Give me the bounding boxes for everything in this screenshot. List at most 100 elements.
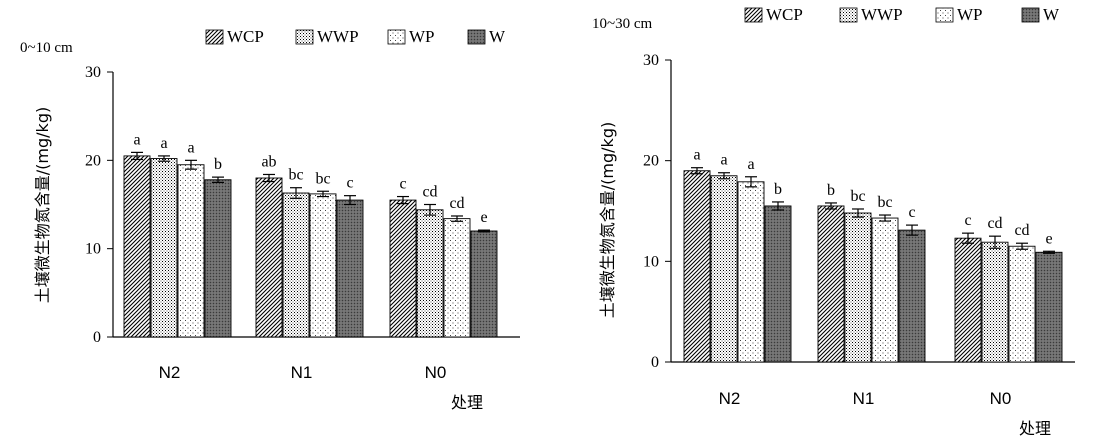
bar xyxy=(981,241,1009,363)
bar xyxy=(1035,251,1063,363)
bar xyxy=(898,229,926,363)
significance-label: cd xyxy=(1014,222,1029,239)
x-category-label: N0 xyxy=(425,363,447,382)
bar-wwp-n1: bc xyxy=(844,188,872,363)
legend-label: WCP xyxy=(227,27,264,46)
bar-wcp-n1: ab xyxy=(255,153,283,338)
bar-wp-n0: cd xyxy=(1008,222,1036,363)
bar xyxy=(150,158,178,338)
bar-wp-n1: bc xyxy=(309,170,337,338)
bar-w-n0: e xyxy=(1035,230,1063,363)
significance-label: ab xyxy=(261,153,276,170)
legend-label: WWP xyxy=(861,5,903,24)
bar-w-n2: b xyxy=(204,156,232,338)
x-category-label: N1 xyxy=(291,363,313,382)
x-axis-label: 处理 xyxy=(451,393,483,412)
y-tick-label: 10 xyxy=(85,241,101,258)
significance-label: c xyxy=(346,175,353,192)
bar xyxy=(336,199,364,338)
legend-item-wwp: WWP xyxy=(839,5,903,24)
y-tick-label: 10 xyxy=(643,253,659,270)
significance-label: cd xyxy=(987,215,1002,232)
x-axis-label: 处理 xyxy=(1019,419,1051,438)
bar-wwp-n2: a xyxy=(150,135,178,338)
bar-wp-n1: bc xyxy=(871,194,899,363)
bar xyxy=(309,193,337,338)
significance-label: a xyxy=(187,139,194,156)
legend-swatch xyxy=(1021,7,1040,23)
legend-swatch xyxy=(295,29,314,45)
legend-label: WWP xyxy=(317,27,359,46)
x-category-label: N2 xyxy=(719,389,741,408)
significance-label: bc xyxy=(850,188,865,205)
bar-wp-n2: a xyxy=(737,156,765,363)
y-axis-label: 土壤微生物氮含量/(mg/kg) xyxy=(598,122,617,318)
legend-label: WP xyxy=(957,5,983,24)
significance-label: e xyxy=(1045,230,1052,247)
legend-swatch xyxy=(387,29,406,45)
chart-panel-0-10cm: 0~10 cm WCP WWP WP W 0 10 20 30 土壤微生物氮含量/(mg/kg) N… xyxy=(20,27,520,412)
x-category-label: N1 xyxy=(853,389,875,408)
bar xyxy=(710,175,738,363)
legend-swatch xyxy=(205,29,224,45)
legend-item-wwp: WWP xyxy=(295,27,359,46)
significance-label: cd xyxy=(422,184,437,201)
legend-swatch xyxy=(744,7,763,23)
significance-label: b xyxy=(827,182,835,199)
bar xyxy=(282,192,310,338)
legend-label: W xyxy=(489,27,506,46)
significance-label: c xyxy=(964,212,971,229)
x-category-label: N0 xyxy=(990,389,1012,408)
y-tick-label: 0 xyxy=(651,354,659,371)
significance-label: bc xyxy=(877,194,892,211)
bar xyxy=(255,177,283,338)
significance-label: a xyxy=(693,147,700,164)
chart-title: 10~30 cm xyxy=(592,16,653,32)
significance-label: a xyxy=(133,131,140,148)
legend-item-wp: WP xyxy=(387,27,435,46)
significance-label: c xyxy=(908,204,915,221)
significance-label: a xyxy=(747,156,754,173)
significance-label: b xyxy=(214,156,222,173)
legend-item-wp: WP xyxy=(935,5,983,24)
legend-item-wcp: WCP xyxy=(744,5,803,24)
bar-w-n0: e xyxy=(470,209,498,338)
y-axis-label: 土壤微生物氮含量/(mg/kg) xyxy=(33,107,52,303)
bar xyxy=(871,217,899,363)
bar-w-n1: c xyxy=(898,204,926,363)
x-category-label: N2 xyxy=(159,363,181,382)
bar-wwp-n1: bc xyxy=(282,167,310,338)
significance-label: bc xyxy=(315,170,330,187)
chart-title: 0~10 cm xyxy=(20,40,73,56)
y-tick-label: 30 xyxy=(85,64,101,81)
bar xyxy=(954,237,982,363)
bar-w-n2: b xyxy=(764,181,792,363)
bar xyxy=(817,205,845,363)
significance-label: a xyxy=(720,152,727,169)
bar-wwp-n2: a xyxy=(710,152,738,363)
bar xyxy=(470,230,498,338)
bar xyxy=(844,212,872,363)
chart-panel-10-30cm: 10~30 cm WCP WWP WP W 0 10 20 30 土壤微生物氮含量/(mg/kg)… xyxy=(592,5,1075,438)
legend-label: WCP xyxy=(766,5,803,24)
bar-wcp-n2: a xyxy=(683,147,711,363)
bar-wcp-n2: a xyxy=(123,131,151,338)
bar-wcp-n1: b xyxy=(817,182,845,363)
bar-wp-n2: a xyxy=(177,139,205,338)
bar xyxy=(737,181,765,363)
legend-label: WP xyxy=(409,27,435,46)
legend-label: W xyxy=(1043,5,1060,24)
significance-label: c xyxy=(399,176,406,193)
legend-swatch xyxy=(935,7,954,23)
bar xyxy=(443,218,471,338)
bar-wwp-n0: cd xyxy=(416,184,444,338)
bar xyxy=(683,170,711,363)
significance-label: bc xyxy=(288,167,303,184)
bar-wp-n0: cd xyxy=(443,195,471,338)
bar xyxy=(389,199,417,338)
bar xyxy=(764,205,792,363)
significance-label: b xyxy=(774,181,782,198)
bar xyxy=(123,155,151,338)
significance-label: cd xyxy=(449,195,464,212)
